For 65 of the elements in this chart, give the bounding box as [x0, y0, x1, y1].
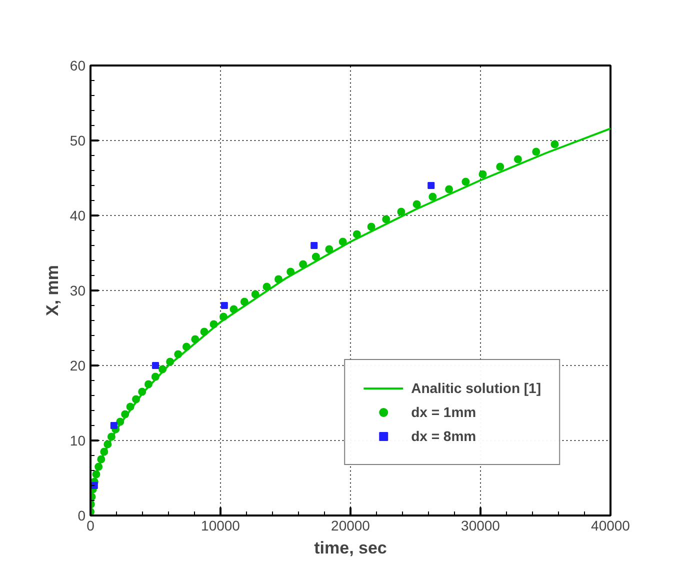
point — [367, 222, 376, 231]
point — [382, 215, 390, 224]
point — [514, 155, 522, 164]
point — [299, 260, 308, 268]
x-tick-label: 40000 — [591, 518, 630, 534]
y-tick-label: 50 — [70, 132, 86, 148]
x-axis-title: time, sec — [314, 538, 387, 558]
point — [94, 462, 103, 471]
point — [352, 230, 361, 238]
point — [107, 432, 116, 441]
point — [428, 192, 437, 201]
point — [104, 440, 112, 448]
point — [126, 402, 134, 411]
point — [240, 298, 248, 306]
y-tick-label: 0 — [78, 508, 86, 524]
point — [338, 238, 347, 246]
point — [274, 275, 282, 284]
point — [310, 242, 318, 249]
point — [191, 335, 200, 344]
point — [158, 365, 167, 374]
y-axis-title: X, mm — [42, 264, 62, 316]
point — [445, 185, 454, 194]
point — [428, 182, 435, 189]
point — [121, 410, 130, 418]
point — [312, 252, 320, 261]
point — [116, 418, 124, 426]
point — [152, 362, 159, 369]
point — [230, 305, 238, 314]
x-tick-label: 20000 — [331, 518, 370, 534]
point — [550, 140, 559, 148]
y-tick-label: 40 — [70, 208, 86, 224]
point — [97, 455, 106, 464]
y-tick-label: 30 — [70, 282, 86, 298]
x-tick-label: 10000 — [201, 518, 240, 534]
point — [496, 162, 504, 171]
x-tick-label: 30000 — [461, 518, 500, 534]
point — [262, 282, 271, 291]
point — [412, 200, 421, 208]
point — [92, 470, 100, 478]
legend-label: dx = 8mm — [411, 428, 476, 444]
point — [132, 395, 140, 404]
point — [478, 170, 487, 178]
legend-label: dx = 1mm — [411, 404, 476, 420]
point — [219, 312, 228, 321]
y-tick-label: 60 — [70, 58, 86, 74]
point — [286, 268, 295, 276]
point — [210, 320, 218, 328]
point — [151, 372, 160, 381]
point — [174, 350, 182, 358]
point — [251, 290, 260, 298]
point — [220, 302, 228, 309]
y-tick-label: 10 — [70, 432, 86, 448]
point — [200, 328, 208, 336]
point — [182, 342, 190, 351]
point — [462, 178, 470, 186]
y-tick-label: 20 — [70, 358, 86, 374]
point — [532, 148, 540, 156]
point — [144, 380, 152, 388]
point — [325, 245, 334, 254]
legend-label: Analitic solution [1] — [411, 380, 541, 396]
point — [138, 388, 146, 396]
point — [100, 448, 108, 456]
point — [166, 358, 174, 366]
point — [110, 422, 118, 429]
point — [397, 208, 406, 216]
